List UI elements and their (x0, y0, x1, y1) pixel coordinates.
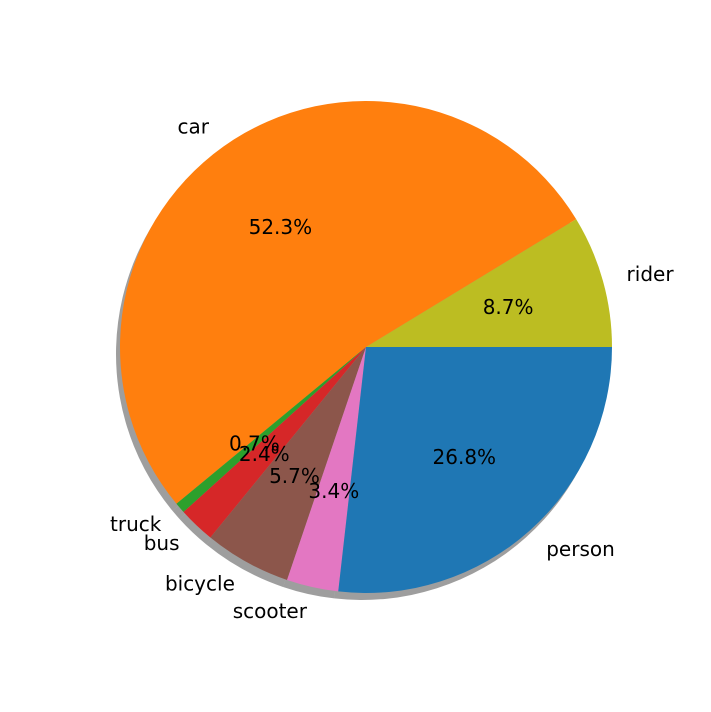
pie-slice-bicycle (210, 347, 366, 580)
pct-label-rider: 8.7% (483, 295, 534, 319)
pie-slice-bus (183, 347, 366, 538)
category-label-bicycle: bicycle (165, 572, 235, 596)
pie-slices (119, 100, 612, 594)
category-label-scooter: scooter (233, 599, 308, 623)
pie-slice-scooter (287, 347, 366, 592)
pct-label-bus: 2.4% (239, 442, 290, 466)
pie-slice-truck (176, 347, 366, 512)
pie-percent-labels: 8.7% 52.3% 0.7%2.4%5.7%3.4% 26.8% (229, 215, 534, 503)
category-label-rider: rider (627, 262, 675, 286)
category-label-person: person (546, 537, 615, 561)
pct-label-person: 26.8% (433, 445, 497, 469)
category-label-car: car (178, 115, 210, 139)
pct-label-truck: 0.7% (229, 432, 280, 456)
category-label-bus: bus (144, 531, 180, 555)
pie-slice-rider (366, 219, 612, 347)
pct-label-scooter: 3.4% (308, 479, 359, 503)
pie-slice-person (338, 347, 612, 594)
pie-slice-car (119, 100, 577, 504)
pct-label-car: 52.3% (249, 215, 313, 239)
category-label-truck: truck (110, 512, 162, 536)
pct-label-bicycle: 5.7% (269, 464, 320, 488)
